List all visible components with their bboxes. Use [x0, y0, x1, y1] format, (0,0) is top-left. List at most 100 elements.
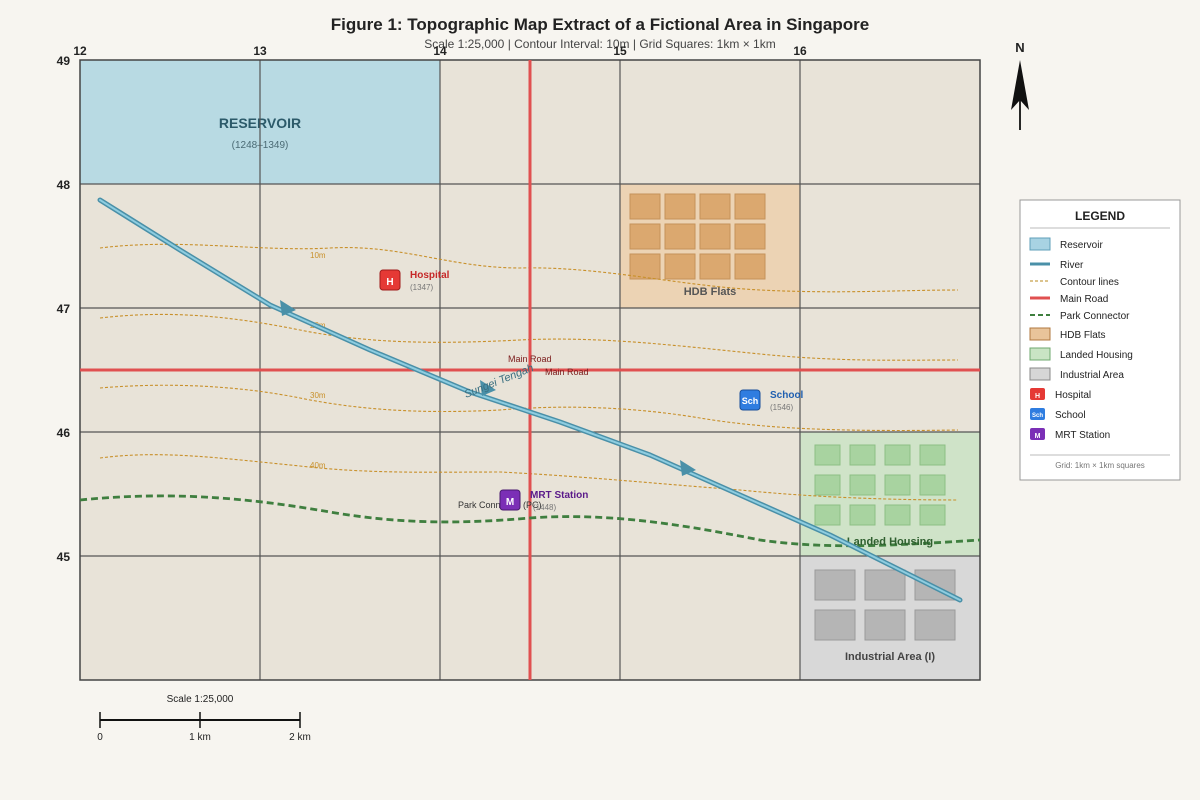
school-ref: (1546) [770, 403, 793, 412]
contour-label: 30m [310, 391, 326, 400]
legend-label: Industrial Area [1060, 370, 1124, 381]
legend-label: Hospital [1055, 390, 1091, 401]
legend-label: HDB Flats [1060, 330, 1106, 341]
easting-label: 16 [793, 44, 807, 58]
legend-label: Landed Housing [1060, 350, 1133, 361]
contour-line [99, 384, 959, 432]
legend-school-icon [1030, 408, 1045, 420]
mrt-icon [499, 489, 521, 511]
contour-line [99, 313, 959, 361]
figure-title: Figure 1: Topographic Map Extract of a F… [331, 15, 869, 34]
landed-label: Landed Housing [847, 536, 933, 548]
legend-swatch-hdb [1029, 327, 1051, 341]
landed-house [849, 504, 876, 526]
river-flow-arrow [280, 300, 296, 316]
hdb-block [734, 253, 766, 280]
north-arrow-icon [1011, 60, 1029, 110]
legend: LEGEND Reservoir River Contour lines Mai… [1019, 199, 1181, 481]
legend-label: Reservoir [1060, 240, 1103, 251]
river-flow-arrow [680, 460, 696, 476]
legend-label: Contour lines [1060, 277, 1119, 288]
hdb-block [664, 253, 696, 280]
hdb-block [699, 253, 731, 280]
northing-label: 48 [57, 178, 71, 192]
northing-label: 46 [57, 426, 71, 440]
main-road-label: Main Road [545, 367, 589, 377]
legend-label: Park Connector [1060, 311, 1130, 322]
school-icon [739, 389, 761, 411]
legend-swatch-reservoir [1029, 237, 1051, 251]
landed-house [919, 444, 946, 466]
hdb-label: HDB Flats [684, 286, 737, 298]
factory [864, 609, 906, 641]
contour-line [99, 243, 959, 293]
scale-bar: Scale 1:25,000 0 1 km 2 km [97, 694, 311, 743]
legend-swatch-industrial [1029, 367, 1051, 381]
easting-labels: 12 13 14 15 16 [73, 44, 807, 58]
legend-label: Main Road [1060, 294, 1108, 305]
contour-label: 10m [310, 251, 326, 260]
legend-symbol: H [1035, 393, 1040, 400]
hospital-ref: (1347) [410, 283, 433, 292]
easting-label: 12 [73, 44, 87, 58]
northing-label: 49 [57, 54, 71, 68]
landed-house [849, 444, 876, 466]
hospital-symbol: H [386, 277, 393, 288]
factory [864, 569, 906, 601]
easting-label: 14 [433, 44, 447, 58]
hdb-block [629, 253, 661, 280]
hdb-block [629, 223, 661, 250]
school-symbol: Sch [742, 396, 759, 406]
mrt-symbol: M [506, 497, 514, 508]
river-flow-arrow [480, 380, 496, 396]
school-label: School [770, 390, 804, 401]
contour-label: 40m [310, 461, 326, 470]
easting-label: 13 [253, 44, 267, 58]
scale-bar-label: 2 km [289, 732, 311, 743]
legend-label: River [1060, 260, 1084, 271]
hdb-block [734, 193, 766, 220]
hdb-block [699, 193, 731, 220]
landed-houses [814, 444, 946, 526]
hospital-marker: H [379, 269, 401, 291]
hdb-block [629, 193, 661, 220]
landed-house [849, 474, 876, 496]
hdb-block [734, 223, 766, 250]
landed-house [814, 444, 841, 466]
hdb-block [664, 223, 696, 250]
hospital-icon [379, 269, 401, 291]
industrial-label: Industrial Area (I) [845, 651, 935, 663]
legend-title: LEGEND [1075, 209, 1125, 223]
northing-label: 47 [57, 302, 71, 316]
contour-lines [99, 243, 959, 501]
legend-swatch-landed [1029, 347, 1051, 361]
school-marker: Sch [739, 389, 761, 411]
hdb-block [664, 193, 696, 220]
landed-house [884, 504, 911, 526]
legend-footnote: Grid: 1km × 1km squares [1055, 461, 1145, 470]
scale-bar-label: 1 km [189, 732, 211, 743]
legend-label: MRT Station [1055, 430, 1110, 441]
legend-label: School [1055, 410, 1086, 421]
landed-house [814, 474, 841, 496]
legend-symbol: M [1035, 433, 1041, 440]
mrt-label: MRT Station [530, 490, 588, 501]
landed-house [884, 444, 911, 466]
landed-house [919, 504, 946, 526]
hdb-block [699, 223, 731, 250]
landed-house [884, 474, 911, 496]
mrt-ref: (1448) [533, 503, 556, 512]
northing-label: 45 [57, 550, 71, 564]
legend-mrt-icon [1030, 428, 1045, 440]
legend-symbol: Sch [1032, 413, 1043, 419]
river-highlight [99, 199, 961, 601]
figure-subtitle: Scale 1:25,000 | Contour Interval: 10m |… [424, 37, 775, 51]
industrial-buildings [814, 569, 956, 641]
factory [814, 609, 856, 641]
landed-house [919, 474, 946, 496]
factory [914, 609, 956, 641]
main-road-label: Main Road [508, 354, 552, 364]
hdb-blocks [629, 193, 766, 280]
scale-bar-label: 0 [97, 732, 103, 743]
